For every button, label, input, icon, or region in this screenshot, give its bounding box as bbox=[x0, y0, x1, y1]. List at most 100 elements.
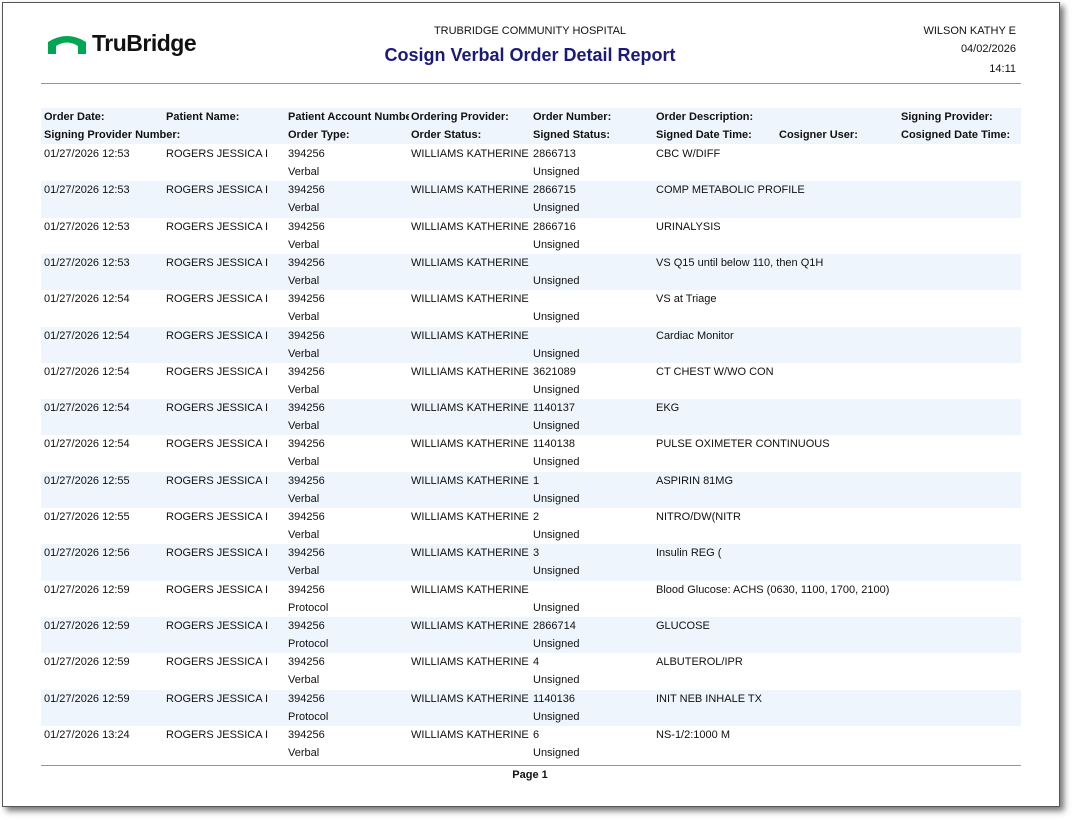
column-header-label: Ordering Provider: bbox=[411, 111, 509, 123]
cell-description: INIT NEB INHALE TX bbox=[656, 692, 762, 705]
cell-signed-status: Unsigned bbox=[533, 637, 580, 650]
column-header-label: Signing Provider Number: bbox=[44, 129, 181, 141]
cell-patient: ROGERS JESSICA I bbox=[166, 184, 269, 197]
cell-signed-status: Unsigned bbox=[533, 420, 580, 433]
cell-date: 01/27/2026 12:54 bbox=[44, 329, 130, 342]
table-row: 01/27/2026 12:53 ROGERS JESSICA I 394256 WI… bbox=[41, 181, 1021, 218]
cell-date: 01/27/2026 12:53 bbox=[44, 256, 130, 269]
report-title: Cosign Verbal Order Detail Report bbox=[384, 45, 676, 65]
cell-order-number: 1140136 bbox=[533, 692, 576, 705]
cell-order-type: Verbal bbox=[288, 274, 320, 287]
table-row: 01/27/2026 12:54 ROGERS JESSICA I 394256 WI… bbox=[41, 290, 1021, 326]
cell-order-type: Protocol bbox=[288, 637, 329, 650]
cell-account: 394256 bbox=[288, 148, 325, 160]
table-row: 01/27/2026 12:54 ROGERS JESSICA I 394256 WI… bbox=[41, 435, 1021, 471]
cell-provider: WILLIAMS KATHERINE bbox=[411, 728, 529, 741]
cell-provider: WILLIAMS KATHERINE bbox=[411, 438, 529, 451]
cell-order-number: 6 bbox=[533, 728, 540, 741]
cell-order-number: 4 bbox=[533, 656, 540, 669]
cell-patient: ROGERS JESSICA I bbox=[166, 220, 269, 233]
cell-patient: ROGERS JESSICA I bbox=[166, 583, 269, 596]
cell-date: 01/27/2026 12:59 bbox=[44, 619, 130, 632]
table-row: 01/27/2026 12:53 ROGERS JESSICA I 394256 WI… bbox=[41, 253, 1021, 291]
cell-description: ASPIRIN 81MG bbox=[656, 474, 734, 487]
cell-description: Blood Glucose: ACHS (0630, 1100, 1700, 2… bbox=[656, 583, 890, 596]
cell-signed-status: Unsigned bbox=[533, 674, 580, 687]
cell-order-type: Verbal bbox=[288, 674, 320, 687]
cell-description: VS at Triage bbox=[656, 293, 717, 306]
table-row: 01/27/2026 12:55 ROGERS JESSICA I 394256 WI… bbox=[41, 508, 1021, 544]
cell-order-type: Verbal bbox=[288, 311, 320, 324]
cell-provider: WILLIAMS KATHERINE bbox=[411, 148, 529, 160]
cell-description: CBC W/DIFF bbox=[656, 148, 721, 160]
cell-description: Cardiac Monitor bbox=[656, 329, 734, 342]
table-row: 01/27/2026 12:53 ROGERS JESSICA I 394256 WI… bbox=[41, 145, 1021, 181]
cell-account: 394256 bbox=[288, 474, 325, 487]
cell-order-type: Verbal bbox=[288, 565, 320, 578]
cell-provider: WILLIAMS KATHERINE bbox=[411, 547, 529, 560]
cell-provider: WILLIAMS KATHERINE bbox=[411, 256, 529, 269]
header-divider bbox=[41, 83, 1021, 84]
cell-date: 01/27/2026 12:59 bbox=[44, 583, 130, 596]
table-row: 01/27/2026 12:54 ROGERS JESSICA I 394256 WI… bbox=[41, 399, 1021, 436]
cell-order-type: Verbal bbox=[288, 347, 320, 360]
cell-signed-status: Unsigned bbox=[533, 383, 580, 396]
cell-account: 394256 bbox=[288, 293, 325, 306]
cell-account: 394256 bbox=[288, 365, 325, 378]
report-date: 04/02/2026 bbox=[960, 43, 1016, 55]
cell-order-number: 1140137 bbox=[533, 402, 576, 415]
logo-text: TruBridge bbox=[92, 30, 197, 56]
cell-account: 394256 bbox=[288, 184, 325, 197]
cell-patient: ROGERS JESSICA I bbox=[166, 365, 269, 378]
cell-account: 394256 bbox=[288, 329, 325, 342]
cell-order-number: 1140138 bbox=[533, 438, 576, 451]
cell-signed-status: Unsigned bbox=[533, 166, 580, 178]
cell-patient: ROGERS JESSICA I bbox=[166, 511, 269, 523]
cell-provider: WILLIAMS KATHERINE bbox=[411, 692, 529, 705]
column-header-label: Cosigned Date Time: bbox=[901, 129, 1011, 141]
cell-date: 01/27/2026 12:56 bbox=[44, 547, 130, 560]
cell-account: 394256 bbox=[288, 547, 325, 560]
cell-provider: WILLIAMS KATHERINE bbox=[411, 365, 529, 378]
cell-signed-status: Unsigned bbox=[533, 710, 580, 723]
cell-patient: ROGERS JESSICA I bbox=[166, 438, 269, 451]
cell-date: 01/27/2026 13:24 bbox=[44, 728, 130, 741]
cell-account: 394256 bbox=[288, 692, 325, 705]
cell-order-number: 2 bbox=[533, 511, 540, 523]
column-header-label: Patient Name: bbox=[166, 111, 240, 123]
cell-date: 01/27/2026 12:59 bbox=[44, 692, 130, 705]
cell-patient: ROGERS JESSICA I bbox=[166, 293, 269, 306]
column-header-label: Signed Status: bbox=[533, 129, 611, 141]
cell-account: 394256 bbox=[288, 728, 325, 741]
cell-account: 394256 bbox=[288, 619, 325, 632]
cell-patient: ROGERS JESSICA I bbox=[166, 474, 269, 487]
cell-signed-status: Unsigned bbox=[533, 565, 580, 578]
cell-order-type: Verbal bbox=[288, 456, 320, 469]
cell-signed-status: Unsigned bbox=[533, 238, 580, 251]
column-header-label: Cosigner User: bbox=[779, 129, 858, 141]
cell-description: NS-1/2:1000 M bbox=[656, 728, 730, 741]
cell-date: 01/27/2026 12:59 bbox=[44, 656, 130, 669]
cell-signed-status: Unsigned bbox=[533, 311, 580, 324]
page-number: Page 1 bbox=[512, 769, 548, 781]
cell-signed-status: Unsigned bbox=[533, 274, 580, 287]
cell-order-number: 2866715 bbox=[533, 184, 576, 197]
cell-date: 01/27/2026 12:54 bbox=[44, 365, 130, 378]
cell-signed-status: Unsigned bbox=[533, 492, 580, 505]
cell-signed-status: Unsigned bbox=[533, 347, 580, 360]
footer-divider bbox=[41, 765, 1021, 766]
cell-order-type: Verbal bbox=[288, 238, 320, 251]
logo-arch-icon bbox=[48, 35, 86, 54]
cell-order-type: Verbal bbox=[288, 202, 320, 215]
cell-patient: ROGERS JESSICA I bbox=[166, 619, 269, 632]
cell-signed-status: Unsigned bbox=[533, 529, 580, 541]
cell-order-type: Verbal bbox=[288, 166, 320, 178]
cell-order-type: Verbal bbox=[288, 492, 320, 505]
column-header-label: Order Type: bbox=[288, 129, 350, 141]
column-header-label: Order Description: bbox=[656, 111, 754, 123]
cell-account: 394256 bbox=[288, 656, 325, 669]
cell-order-type: Verbal bbox=[288, 383, 320, 396]
table-row: 01/27/2026 12:53 ROGERS JESSICA I 394256 WI… bbox=[41, 218, 1021, 254]
cell-date: 01/27/2026 12:54 bbox=[44, 438, 130, 451]
cell-patient: ROGERS JESSICA I bbox=[166, 402, 269, 415]
